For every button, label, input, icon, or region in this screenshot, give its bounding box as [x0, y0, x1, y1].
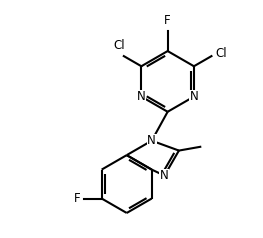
Text: N: N — [147, 134, 156, 147]
Text: F: F — [74, 192, 81, 205]
Text: F: F — [164, 14, 171, 27]
Text: N: N — [137, 90, 146, 103]
Text: Cl: Cl — [216, 47, 227, 60]
Text: N: N — [160, 169, 169, 182]
Text: N: N — [190, 90, 198, 103]
Text: Cl: Cl — [114, 39, 125, 52]
